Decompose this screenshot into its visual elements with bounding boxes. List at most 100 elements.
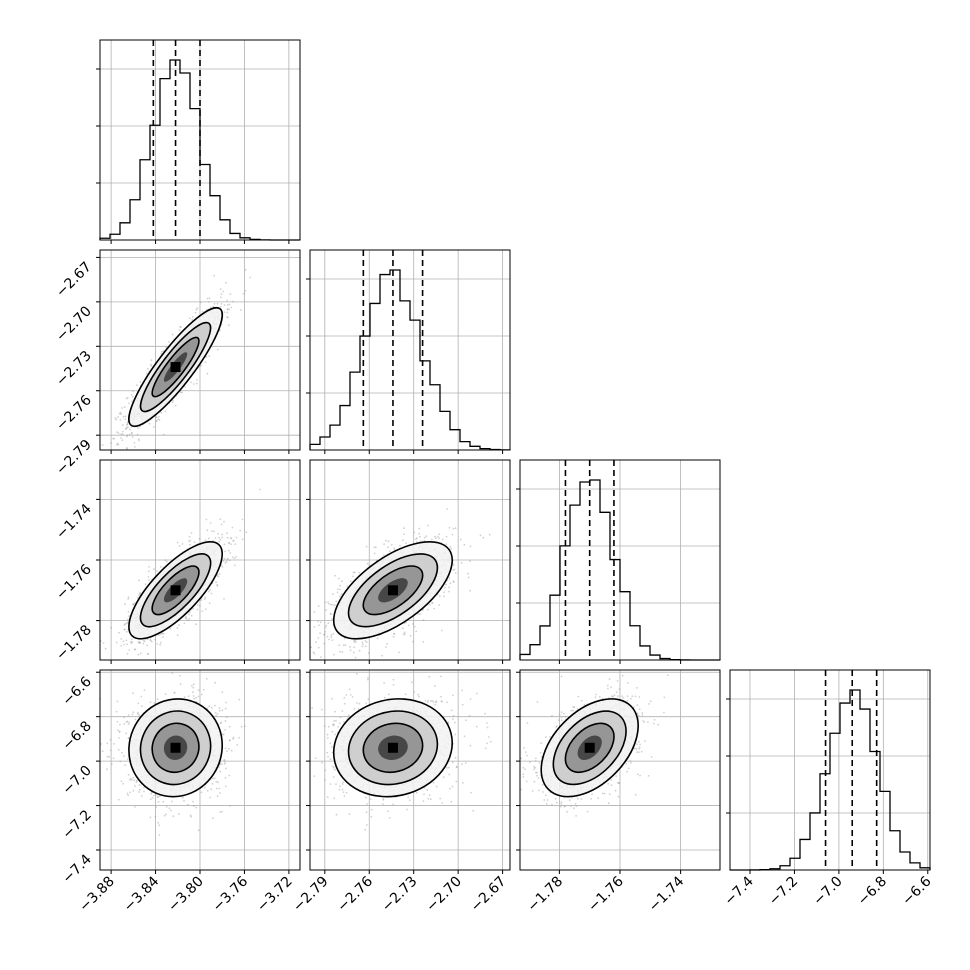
sample-point [336,591,339,594]
sample-point [219,811,222,813]
sample-point [134,648,137,651]
sample-point [119,411,122,414]
sample-point [317,646,320,649]
sample-point [445,543,448,546]
sample-point [331,603,334,606]
sample-point [136,596,139,599]
sample-point [164,813,167,816]
sample-point [228,748,231,750]
sample-point [205,677,208,680]
sample-point [361,641,364,644]
sample-point [208,355,211,357]
sample-point [181,796,184,799]
sample-point [239,529,242,532]
sample-point [393,547,396,549]
sample-point [452,580,455,583]
sample-point [231,526,234,529]
sample-point [139,788,141,791]
sample-point [190,614,193,617]
sample-point [149,701,152,704]
sample-point [329,612,332,615]
sample-point [189,539,192,542]
sample-point [125,639,128,642]
density-peak [170,585,181,596]
sample-point [117,798,120,801]
sample-point [171,333,174,336]
sample-point [339,650,341,653]
scatter-panel-1-0: −2.79−2.76−2.73−2.70−2.67 [53,249,301,479]
sample-point [125,630,128,633]
sample-point [188,613,191,616]
sample-point [213,274,216,277]
sample-point [129,428,132,431]
sample-point [130,638,133,641]
sample-point [101,444,104,446]
sample-point [418,535,421,538]
sample-point [189,611,191,613]
sample-point [393,632,395,635]
y-tick-label: −2.76 [53,392,95,434]
sample-point [453,568,456,571]
sample-point [221,533,224,536]
sample-point [352,651,355,654]
sample-point [403,527,405,530]
sample-point [218,540,221,543]
sample-point [139,381,142,383]
sample-point [137,702,140,705]
sample-point [127,598,130,600]
sample-point [148,422,151,425]
sample-point [222,560,225,562]
sample-point [385,646,387,648]
sample-point [415,538,417,541]
sample-point [155,420,158,423]
sample-point [174,404,177,407]
sample-point [323,633,326,635]
sample-point [482,536,485,539]
sample-point [183,622,186,625]
sample-point [128,721,131,724]
sample-point [132,603,135,606]
sample-point [204,539,207,541]
sample-point [225,281,227,284]
sample-point [328,603,330,605]
sample-point [210,530,213,532]
sample-point [387,546,389,548]
sample-point [210,592,213,595]
sample-point [209,306,212,309]
sample-point [201,310,204,313]
sample-point [126,792,129,795]
sample-point [126,618,129,621]
sample-point [190,532,193,534]
sample-point [196,307,199,310]
sample-point [241,518,244,521]
sample-point [190,381,192,384]
sample-point [144,583,147,586]
sample-point [160,412,163,414]
sample-point [335,600,338,603]
y-tick-label: −2.79 [53,437,95,479]
sample-point [124,415,127,418]
sample-point [214,711,217,714]
sample-point [364,640,367,642]
sample-point [407,624,410,627]
sample-point [189,543,191,546]
sample-point [199,605,201,607]
histogram-panel-2 [516,459,721,664]
sample-point [155,806,157,808]
sample-point [399,544,401,547]
sample-point [184,616,187,619]
sample-point [358,649,361,652]
sample-point [161,632,164,635]
sample-point [132,390,135,393]
sample-point [218,787,221,790]
sample-point [328,638,330,641]
sample-point [142,639,145,642]
sample-point [213,777,216,780]
sample-point [213,530,215,533]
sample-point [233,564,236,567]
sample-point [207,590,210,593]
sample-point [223,543,226,546]
sample-point [192,607,195,610]
sample-point [381,654,384,657]
sample-point [150,359,153,362]
